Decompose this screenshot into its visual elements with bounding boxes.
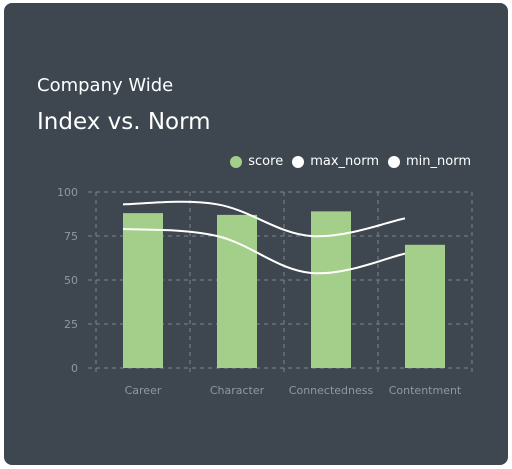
legend-item-max-norm[interactable]: max_norm	[292, 153, 379, 171]
x-tick-label-connectedness: Connectedness	[289, 384, 374, 397]
bar-connectedness	[311, 211, 351, 368]
legend-dot-max-norm	[292, 156, 305, 168]
line-max-norm	[122, 200, 406, 238]
legend-dot-min-norm	[388, 156, 400, 168]
legend-item-score[interactable]: score	[230, 153, 283, 171]
chart-title: Index vs. Norm	[37, 109, 211, 135]
y-tick-label: 0	[71, 362, 78, 375]
bar-career	[123, 213, 163, 368]
chart-subtitle: Company Wide	[37, 75, 174, 96]
chart-legend: score max_norm min_norm	[230, 153, 471, 171]
x-tick-label-contentment: Contentment	[389, 384, 462, 397]
legend-dot-score	[230, 156, 243, 168]
legend-label-score: score	[248, 154, 284, 169]
y-tick-label: 25	[64, 318, 78, 331]
x-tick-label-career: Career	[125, 384, 162, 397]
y-tick-label: 100	[57, 186, 78, 199]
x-tick-label-character: Character	[210, 384, 265, 397]
line-layer	[122, 200, 406, 275]
y-tick-label: 50	[64, 274, 78, 287]
line-min-norm	[122, 227, 406, 275]
legend-label-max-norm: max_norm	[310, 154, 379, 169]
bar-contentment	[405, 244, 445, 368]
label-layer: 0 25 50 75 100 Career Character Connectedness Co…	[57, 186, 462, 397]
legend-label-min-norm: min_norm	[406, 154, 471, 169]
y-tick-label: 75	[64, 230, 78, 243]
bar-character	[217, 214, 257, 368]
bar-layer	[123, 211, 445, 368]
grid-layer	[88, 191, 473, 374]
legend-item-min-norm[interactable]: min_norm	[388, 153, 471, 171]
